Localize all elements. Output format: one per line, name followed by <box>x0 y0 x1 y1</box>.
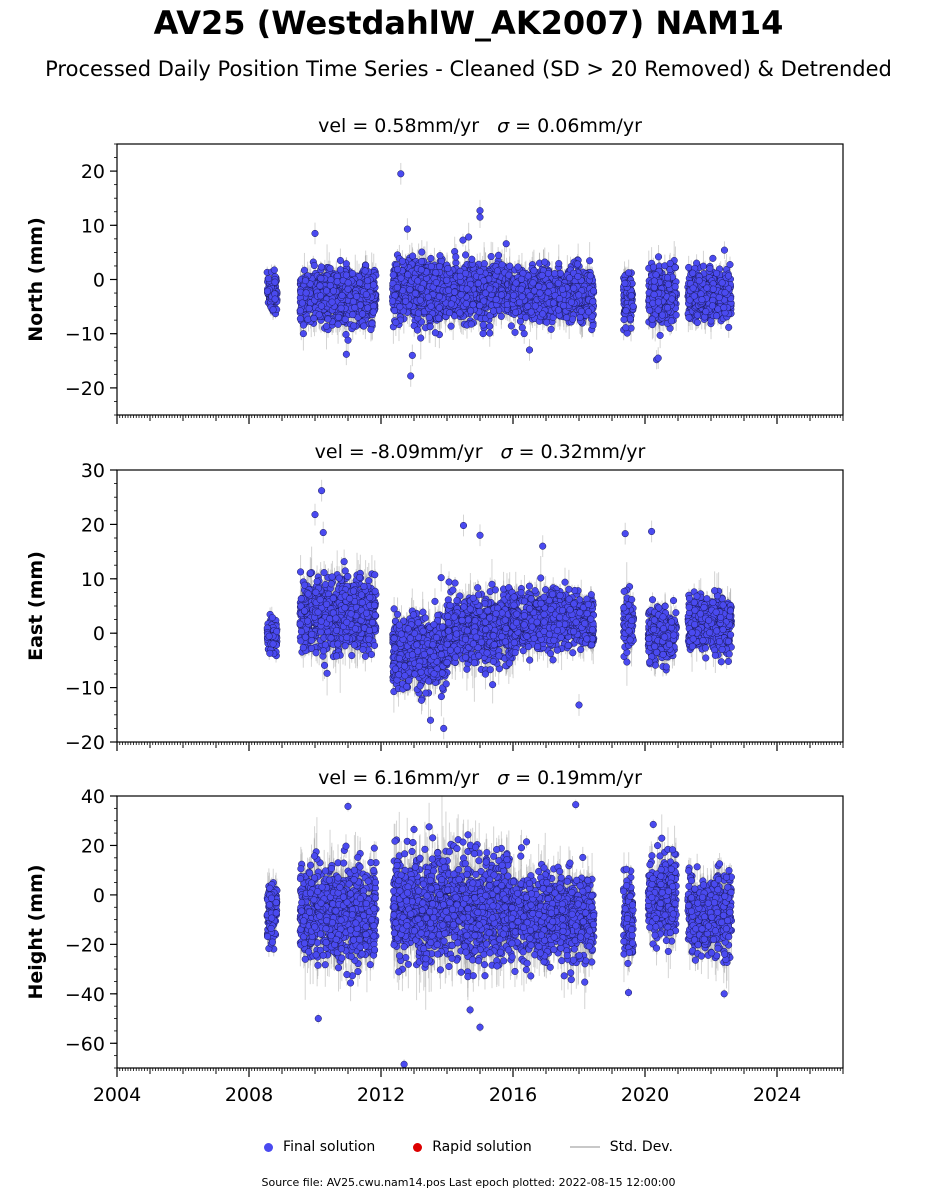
data-point <box>338 291 346 300</box>
data-point <box>300 321 308 329</box>
data-point <box>328 298 336 306</box>
data-point <box>370 281 378 289</box>
data-point <box>304 315 312 323</box>
data-point <box>367 326 375 334</box>
data-point <box>296 307 304 315</box>
data-point <box>326 264 334 272</box>
data-point <box>369 308 377 316</box>
data-point <box>368 320 376 328</box>
data-point <box>350 322 358 330</box>
chart-subtitle: Processed Daily Position Time Series - C… <box>0 57 937 81</box>
data-point <box>317 263 325 271</box>
data-point <box>310 261 318 270</box>
data-point <box>361 267 369 275</box>
data-point <box>315 311 323 319</box>
data-point <box>370 302 378 310</box>
data-point <box>335 313 343 321</box>
data-point <box>264 275 273 283</box>
data-point <box>324 315 332 323</box>
data-point <box>341 315 349 323</box>
data-point <box>334 320 342 328</box>
data-point <box>316 282 324 290</box>
data-point <box>431 329 439 337</box>
data-point <box>344 285 352 293</box>
data-point <box>362 290 370 299</box>
data-point <box>349 311 357 319</box>
data-point <box>329 287 338 295</box>
data-point <box>310 314 318 322</box>
data-point <box>322 322 331 330</box>
data-point <box>336 256 344 265</box>
data-point <box>344 279 352 287</box>
data-point <box>298 299 306 307</box>
data-point <box>336 266 344 274</box>
data-point <box>271 278 279 286</box>
data-point <box>344 336 352 344</box>
data-point <box>271 295 279 303</box>
data-point <box>326 281 334 290</box>
north-points <box>263 170 735 380</box>
data-point <box>358 310 366 318</box>
data-point <box>353 292 361 300</box>
data-point <box>301 277 310 285</box>
data-point <box>333 278 341 286</box>
data-point <box>364 277 372 285</box>
data-point <box>305 305 313 313</box>
data-point <box>323 287 331 295</box>
data-point <box>302 289 310 297</box>
data-point <box>337 304 345 312</box>
data-point <box>270 266 278 274</box>
data-point <box>360 322 368 330</box>
data-point <box>264 287 272 295</box>
data-point <box>296 315 304 323</box>
chart-title: AV25 (WestdahlW_AK2007) NAM14 <box>0 4 937 42</box>
data-point <box>299 330 307 338</box>
data-point <box>317 302 326 310</box>
data-point <box>317 274 325 282</box>
data-point <box>418 248 426 256</box>
data-point <box>342 260 350 268</box>
data-point <box>342 271 350 279</box>
data-point <box>349 269 357 278</box>
data-point <box>317 292 325 300</box>
data-point <box>356 279 364 287</box>
data-point <box>351 304 359 312</box>
data-point <box>300 266 309 274</box>
data-point <box>269 306 277 314</box>
data-point <box>427 254 435 262</box>
data-point <box>364 304 372 312</box>
